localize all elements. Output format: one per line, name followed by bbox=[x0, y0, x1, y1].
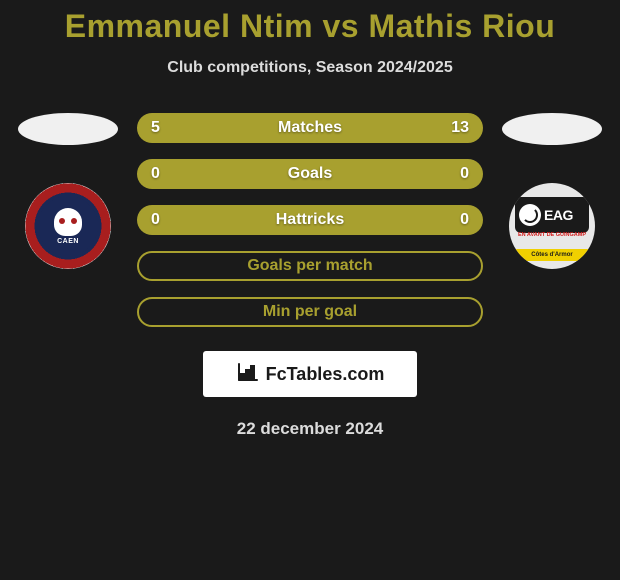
stat-label: Matches bbox=[137, 119, 483, 137]
right-player-column: EAG EN AVANT DE GUINGAMP Côtes d'Armor bbox=[497, 113, 607, 269]
stat-row-matches: 5 Matches 13 bbox=[137, 113, 483, 143]
left-club-crest: CAEN bbox=[25, 183, 111, 269]
stat-label: Hattricks bbox=[137, 211, 483, 229]
stat-label: Goals bbox=[137, 165, 483, 183]
chart-icon bbox=[236, 360, 260, 389]
triskele-icon bbox=[519, 204, 541, 226]
stat-row-goals: 0 Goals 0 bbox=[137, 159, 483, 189]
caen-crest-inner: CAEN bbox=[38, 196, 98, 256]
right-player-flag bbox=[502, 113, 602, 145]
brand-label: FcTables.com bbox=[266, 364, 385, 385]
right-club-crest: EAG EN AVANT DE GUINGAMP Côtes d'Armor bbox=[509, 183, 595, 269]
stat-label: Goals per match bbox=[139, 257, 481, 275]
stat-row-min-per-goal: Min per goal bbox=[137, 297, 483, 327]
stat-row-hattricks: 0 Hattricks 0 bbox=[137, 205, 483, 235]
comparison-card: Emmanuel Ntim vs Mathis Riou Club compet… bbox=[0, 0, 620, 439]
eag-crest-sub2: Côtes d'Armor bbox=[515, 249, 589, 261]
page-subtitle: Club competitions, Season 2024/2025 bbox=[0, 59, 620, 77]
stats-column: 5 Matches 13 0 Goals 0 0 Hattricks 0 Goa… bbox=[137, 113, 483, 327]
viking-face-icon bbox=[54, 208, 82, 236]
compare-area: CAEN 5 Matches 13 0 Goals 0 0 Hattricks … bbox=[0, 113, 620, 327]
stat-row-goals-per-match: Goals per match bbox=[137, 251, 483, 281]
stat-label: Min per goal bbox=[139, 303, 481, 321]
caen-crest-label: CAEN bbox=[57, 238, 79, 245]
eag-crest-main: EAG bbox=[544, 207, 573, 223]
left-player-flag bbox=[18, 113, 118, 145]
date-label: 22 december 2024 bbox=[0, 419, 620, 439]
brand-link[interactable]: FcTables.com bbox=[203, 351, 417, 397]
eag-crest-top: EAG bbox=[515, 197, 589, 233]
page-title: Emmanuel Ntim vs Mathis Riou bbox=[0, 8, 620, 45]
left-player-column: CAEN bbox=[13, 113, 123, 269]
eag-crest-sub1: EN AVANT DE GUINGAMP bbox=[515, 233, 589, 239]
